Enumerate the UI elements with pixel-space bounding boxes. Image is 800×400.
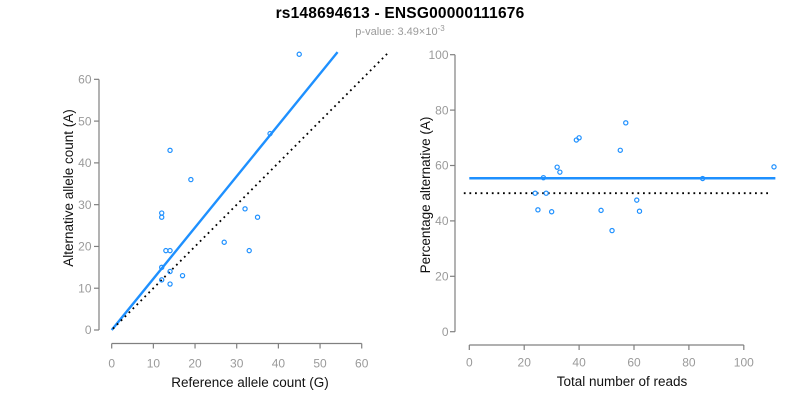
y-axis-title: Percentage alternative (A): [418, 117, 433, 274]
data-point: [167, 268, 173, 275]
x-tick-label: 100: [734, 356, 754, 370]
x-tick-label: 10: [147, 357, 161, 371]
data-point: [543, 190, 549, 196]
y-tick-label: 40: [435, 214, 449, 228]
x-axis-title: Reference allele count (G): [171, 375, 329, 390]
data-point: [548, 209, 555, 215]
identity-line: [112, 52, 389, 330]
y-tick-label: 20: [435, 270, 449, 284]
y-axis-title: Alternative allele count (A): [61, 109, 76, 267]
data-point: [159, 277, 165, 283]
data-point: [554, 164, 560, 170]
y-tick-label: 0: [442, 325, 449, 339]
pvalue-exponent: -3: [437, 24, 445, 33]
y-tick-label: 20: [78, 240, 92, 254]
data-point: [617, 147, 623, 153]
data-point: [267, 130, 273, 137]
y-tick-label: 30: [78, 198, 92, 212]
data-point: [598, 207, 604, 214]
x-tick-label: 40: [572, 356, 586, 370]
data-point: [167, 247, 173, 254]
data-point: [771, 164, 777, 170]
data-point: [167, 281, 173, 287]
x-tick-label: 60: [355, 357, 369, 371]
data-point: [609, 227, 615, 234]
x-tick-label: 50: [313, 357, 327, 371]
data-point: [535, 207, 541, 213]
data-point: [540, 174, 547, 181]
y-tick-label: 60: [78, 73, 92, 87]
figure-title: rs148694613 - ENSG00000111676: [275, 5, 525, 22]
fit-line: [110, 51, 339, 331]
data-point: [557, 169, 563, 175]
y-tick-label: 50: [78, 114, 92, 128]
y-tick-label: 10: [78, 281, 92, 295]
figure-subtitle: p-value: 3.49×10-3: [0, 24, 800, 38]
y-tick-label: 60: [435, 159, 449, 173]
x-tick-label: 0: [108, 357, 115, 371]
data-point: [159, 214, 165, 220]
y-tick-label: 80: [435, 103, 449, 117]
data-point: [167, 147, 173, 154]
x-axis-title: Total number of reads: [557, 374, 688, 389]
x-tick-label: 0: [466, 356, 473, 370]
x-tick-label: 40: [272, 357, 286, 371]
data-point: [296, 51, 302, 57]
data-point: [221, 239, 227, 245]
data-point: [699, 175, 706, 182]
data-point: [636, 208, 643, 214]
data-point: [623, 120, 629, 126]
x-tick-label: 80: [682, 356, 696, 370]
data-point: [159, 210, 165, 216]
data-point: [179, 272, 186, 279]
x-tick-label: 30: [230, 357, 244, 371]
y-tick-label: 40: [78, 156, 92, 170]
x-tick-label: 20: [188, 357, 202, 371]
data-point: [254, 214, 261, 220]
data-point: [246, 247, 252, 254]
data-point: [188, 176, 194, 183]
data-point: [576, 135, 582, 141]
data-point: [634, 197, 640, 203]
data-point: [159, 264, 165, 271]
y-tick-label: 0: [85, 323, 92, 337]
y-tick-label: 100: [428, 48, 448, 62]
data-point: [532, 190, 538, 196]
right-scatter-panel: 0 20 40 60 80 100 0 20 40 60 80 100 Total number of …: [418, 48, 777, 389]
pvalue-text: p-value: 3.49×10: [355, 26, 438, 38]
x-tick-label: 60: [627, 356, 641, 370]
x-tick-label: 20: [518, 356, 532, 370]
left-scatter-panel: 0 10 20 30 40 50 60 0 10 20 30 40 50 60 Reference alle…: [61, 51, 389, 390]
data-point: [242, 206, 248, 212]
